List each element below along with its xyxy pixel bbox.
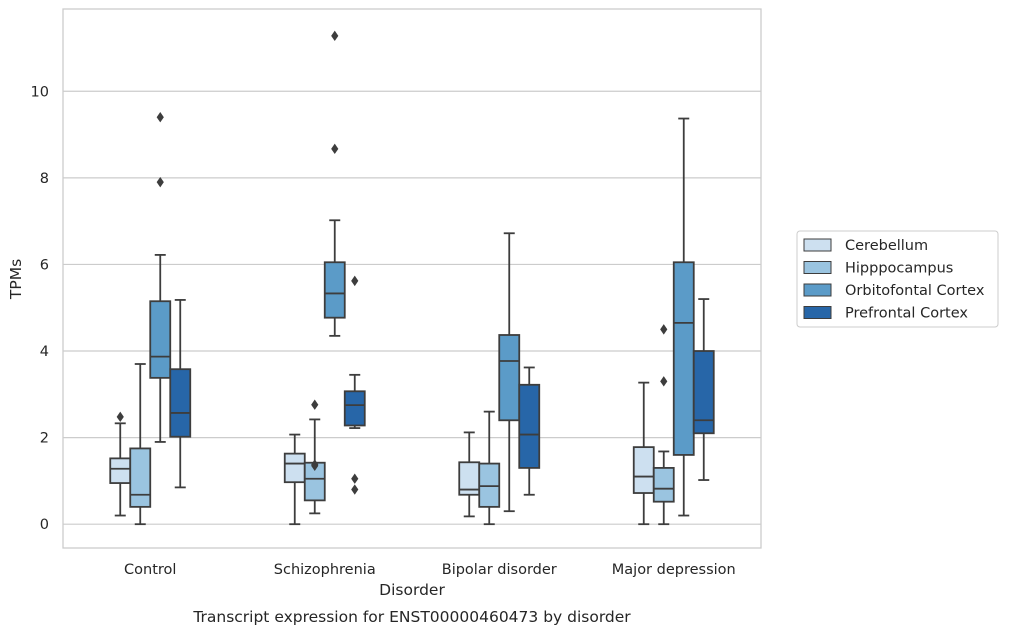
box-iqr bbox=[149, 300, 172, 379]
legend-swatch bbox=[803, 306, 832, 319]
legend-label: Hipppocampus bbox=[845, 261, 953, 277]
box-iqr bbox=[169, 368, 192, 438]
outlier-point bbox=[311, 459, 319, 470]
box-iqr bbox=[692, 350, 715, 435]
plot-frame bbox=[62, 8, 762, 549]
box-iqr bbox=[672, 261, 695, 456]
box bbox=[129, 363, 152, 526]
legend-label: Prefrontal Cortex bbox=[845, 306, 968, 322]
outlier-point bbox=[351, 275, 359, 287]
box-iqr bbox=[109, 457, 132, 484]
box-iqr bbox=[518, 383, 541, 469]
outlier-point bbox=[116, 411, 124, 423]
outlier-point bbox=[660, 376, 668, 387]
y-tick-label: 6 bbox=[40, 257, 49, 273]
box-iqr bbox=[129, 447, 152, 508]
legend-swatch bbox=[803, 261, 832, 274]
box-iqr bbox=[323, 261, 346, 319]
box bbox=[169, 299, 192, 489]
box-iqr bbox=[498, 334, 521, 422]
outlier-point bbox=[156, 176, 164, 188]
y-tick-label: 4 bbox=[40, 344, 49, 360]
x-tick-label: Control bbox=[124, 562, 176, 578]
outlier-point bbox=[311, 399, 319, 410]
outlier-point bbox=[156, 112, 164, 123]
box bbox=[149, 112, 172, 443]
legend-label: Orbitofontal Cortex bbox=[845, 283, 985, 299]
outlier-point bbox=[351, 484, 359, 495]
y-axis-label: TPMs bbox=[7, 259, 25, 300]
legend-frame bbox=[796, 230, 999, 328]
legend-label: Cerebellum bbox=[845, 238, 928, 254]
box-iqr bbox=[283, 452, 306, 484]
outlier-point bbox=[351, 473, 359, 484]
y-tick-label: 0 bbox=[40, 517, 49, 533]
legend: Cerebellum Hipppocampus Orbitofontal Corte… bbox=[796, 230, 999, 328]
box bbox=[652, 324, 675, 526]
outlier-point bbox=[331, 30, 339, 42]
y-tick-label: 2 bbox=[40, 431, 49, 447]
x-axis-label: Disorder bbox=[379, 581, 445, 599]
y-tick-label: 10 bbox=[31, 84, 49, 100]
outlier-point bbox=[331, 143, 339, 155]
box bbox=[283, 433, 306, 526]
box bbox=[478, 410, 501, 526]
x-tick-label: Major depression bbox=[612, 562, 736, 578]
x-tick-label: Bipolar disorder bbox=[442, 562, 557, 578]
legend-swatch bbox=[803, 238, 832, 252]
box bbox=[632, 381, 655, 526]
box bbox=[458, 431, 481, 518]
box bbox=[692, 298, 715, 481]
outlier-point bbox=[660, 324, 668, 335]
chart-caption: Transcript expression for ENST0000046047… bbox=[192, 608, 631, 626]
legend-swatch bbox=[803, 283, 832, 297]
box bbox=[343, 275, 366, 495]
x-tick-labels: Control Schizophrenia Bipolar disorder Majo… bbox=[124, 562, 736, 578]
box-iqr bbox=[343, 390, 366, 427]
box-iqr bbox=[652, 467, 675, 503]
box bbox=[518, 366, 541, 496]
boxes bbox=[109, 30, 715, 526]
box bbox=[672, 117, 695, 517]
box bbox=[303, 399, 326, 515]
y-tick-labels: 0 2 4 6 8 10 bbox=[31, 84, 49, 533]
box bbox=[498, 232, 521, 513]
y-tick-label: 8 bbox=[40, 171, 49, 187]
box bbox=[109, 411, 132, 517]
box-iqr bbox=[632, 446, 655, 494]
x-tick-label: Schizophrenia bbox=[274, 562, 376, 578]
box bbox=[323, 30, 346, 337]
